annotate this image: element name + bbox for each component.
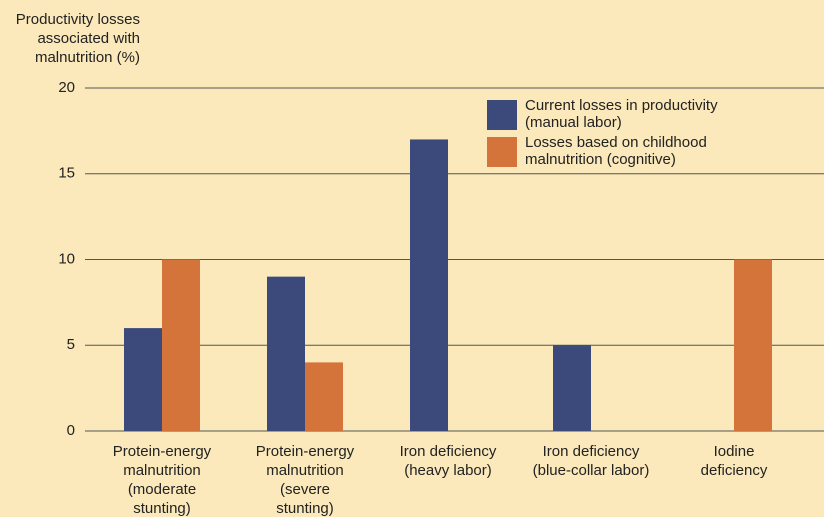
- x-tick-label: Iron deficiency: [543, 443, 640, 460]
- bar: [267, 276, 305, 431]
- x-tick-label: malnutrition: [123, 462, 201, 479]
- x-tick-label: deficiency: [701, 462, 768, 479]
- bar: [410, 139, 448, 431]
- y-tick-label: 5: [67, 336, 75, 353]
- legend-label: Losses based on childhood: [525, 134, 707, 151]
- bar: [124, 328, 162, 431]
- x-tick-label: Iodine: [714, 443, 755, 460]
- y-tick-label: 10: [58, 250, 75, 267]
- y-axis-label: associated with: [37, 30, 140, 47]
- x-tick-label: malnutrition: [266, 462, 344, 479]
- bar: [734, 259, 772, 431]
- legend-label: (manual labor): [525, 114, 622, 131]
- y-axis-label: Productivity losses: [16, 11, 140, 28]
- bar: [553, 345, 591, 431]
- y-axis-label: malnutrition (%): [35, 49, 140, 66]
- x-tick-label: Iron deficiency: [400, 443, 497, 460]
- x-tick-label: (heavy labor): [404, 462, 492, 479]
- x-tick-label: (severe: [280, 481, 330, 498]
- y-tick-label: 20: [58, 79, 75, 96]
- bar: [162, 259, 200, 431]
- legend-swatch: [487, 137, 517, 167]
- bar: [305, 362, 343, 431]
- legend-label: malnutrition (cognitive): [525, 151, 676, 168]
- x-tick-label: stunting): [276, 500, 334, 517]
- y-tick-label: 0: [67, 422, 75, 439]
- x-tick-label: (blue-collar labor): [533, 462, 650, 479]
- y-tick-label: 15: [58, 165, 75, 182]
- legend-swatch: [487, 100, 517, 130]
- x-tick-label: (moderate: [128, 481, 196, 498]
- x-tick-label: stunting): [133, 500, 191, 517]
- legend-label: Current losses in productivity: [525, 97, 718, 114]
- x-tick-label: Protein-energy: [113, 443, 212, 460]
- x-tick-label: Protein-energy: [256, 443, 355, 460]
